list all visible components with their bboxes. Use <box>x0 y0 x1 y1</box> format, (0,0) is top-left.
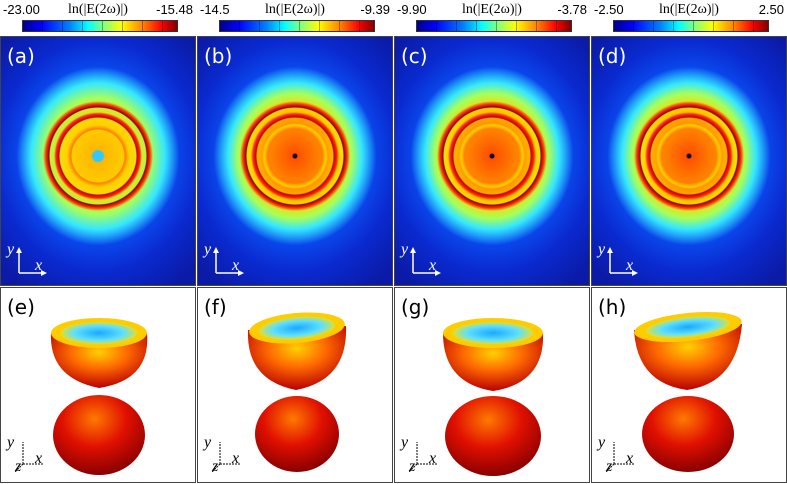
panel-label: (e) <box>7 295 35 319</box>
axes-arrows-icon <box>605 442 634 473</box>
xyz-axes-indicator: y x z <box>204 430 254 476</box>
panel-label: (b) <box>204 44 233 68</box>
xyz-axes-indicator: y x z <box>401 430 451 476</box>
axis-z-label: z <box>212 458 219 475</box>
axes-arrows-icon <box>211 442 240 473</box>
xy-axes-indicator: y x <box>7 233 57 279</box>
xy-axes-indicator: y x <box>204 233 254 279</box>
radiation-pattern-3d <box>247 312 347 472</box>
panel-label: (f) <box>204 295 227 319</box>
colorbar-max: -15.48 <box>156 2 193 17</box>
axis-z-label: z <box>15 458 22 475</box>
axis-y-label: y <box>598 434 606 451</box>
colorbar-gradient <box>613 20 769 32</box>
xyz-axes-indicator: y x z <box>598 430 648 476</box>
axis-x-label: x <box>232 257 240 274</box>
xy-axes-indicator: y x <box>598 233 648 279</box>
axis-y-label: y <box>204 241 212 258</box>
field-intensity-map <box>1 37 195 285</box>
axis-y-label: y <box>7 241 15 258</box>
colorbar-gradient <box>219 20 375 32</box>
radiation-pattern-panel-e: (e) y x z <box>0 287 196 483</box>
xy-axes-indicator: y x <box>401 233 451 279</box>
axis-x-label: x <box>626 257 634 274</box>
axes-arrows-icon <box>213 247 244 276</box>
colorbar-max: 2.50 <box>758 2 784 17</box>
colorbar-title: ln(|E(2ω)|) <box>68 2 128 17</box>
colorbar-min: -2.50 <box>594 2 624 17</box>
colorbar-max: -9.39 <box>360 2 390 17</box>
axis-y-label: y <box>401 241 409 258</box>
axis-x-label: x <box>232 450 240 467</box>
axes-arrows-icon <box>410 247 441 276</box>
colorbar-d: -2.50 ln(|E(2ω)|) 2.50 <box>591 0 787 34</box>
field-intensity-map <box>198 37 392 285</box>
axes-arrows-icon <box>408 442 437 473</box>
axis-x-label: x <box>429 257 437 274</box>
xyz-axes-indicator: y x z <box>7 430 57 476</box>
axis-y-label: y <box>204 434 212 451</box>
colorbar-min: -23.00 <box>3 2 40 17</box>
colorbar-b: -14.5 ln(|E(2ω)|) -9.39 <box>197 0 393 34</box>
field-map-panel-d: (d) y x <box>591 36 787 286</box>
panel-label: (a) <box>7 44 35 68</box>
field-intensity-map <box>592 37 786 285</box>
field-map-panel-c: (c) y x <box>394 36 590 286</box>
radiation-pattern-3d <box>634 311 742 472</box>
panel-label: (h) <box>598 295 627 319</box>
colorbar-c: -9.90 ln(|E(2ω)|) -3.78 <box>394 0 590 34</box>
colorbar-min: -9.90 <box>397 2 427 17</box>
radiation-pattern-panel-f: (f) y x z <box>197 287 393 483</box>
panel-label: (g) <box>401 295 430 319</box>
radiation-pattern-3d <box>50 318 148 475</box>
colorbar-a: -23.00 ln(|E(2ω)|) -15.48 <box>0 0 196 34</box>
radiation-pattern-panel-h: (h) y x z <box>591 287 787 483</box>
axis-y-label: y <box>401 434 409 451</box>
axis-x-label: x <box>35 257 43 274</box>
radiation-pattern-3d <box>443 318 544 476</box>
axis-z-label: z <box>409 458 416 475</box>
axes-arrows-icon <box>14 442 43 473</box>
colorbar-gradient <box>416 20 572 32</box>
radiation-pattern-panel-g: (g) y x z <box>394 287 590 483</box>
axis-y-label: y <box>598 241 606 258</box>
panel-label: (c) <box>401 44 428 68</box>
field-map-panel-b: (b) y x <box>197 36 393 286</box>
field-map-panel-a: (a) y x <box>0 36 196 286</box>
axis-x-label: x <box>35 450 43 467</box>
axis-y-label: y <box>7 434 15 451</box>
colorbar-title: ln(|E(2ω)|) <box>462 2 522 17</box>
axes-arrows-icon <box>16 247 47 276</box>
colorbar-max: -3.78 <box>557 2 587 17</box>
colorbar-title: ln(|E(2ω)|) <box>659 2 719 17</box>
colorbar-title: ln(|E(2ω)|) <box>265 2 325 17</box>
colorbar-min: -14.5 <box>200 2 230 17</box>
axis-x-label: x <box>429 450 437 467</box>
axis-z-label: z <box>606 458 613 475</box>
panel-label: (d) <box>598 44 627 68</box>
axis-x-label: x <box>626 450 634 467</box>
field-intensity-map <box>395 37 589 285</box>
axes-arrows-icon <box>607 247 638 276</box>
colorbar-gradient <box>22 20 178 32</box>
